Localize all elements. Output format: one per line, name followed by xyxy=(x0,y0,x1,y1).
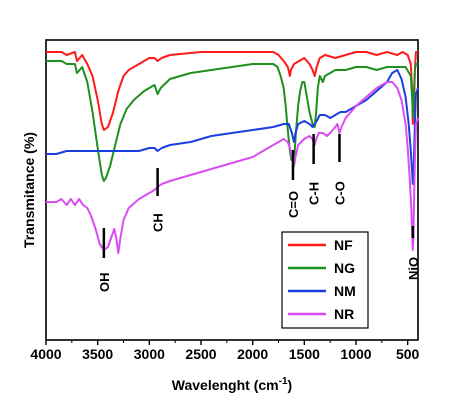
plot-frame xyxy=(45,39,419,341)
x-tick-label-4000: 4000 xyxy=(30,346,61,362)
x-tick-label-2500: 2500 xyxy=(185,346,216,362)
series-line-nm xyxy=(46,69,419,185)
x-tick-label-1500: 1500 xyxy=(289,346,320,362)
annotation-label-co: C=O xyxy=(286,191,301,218)
legend-label-ng: NG xyxy=(334,260,355,276)
y-axis-label: Transmitance (%) xyxy=(21,132,37,248)
legend-label-nf: NF xyxy=(334,237,353,253)
x-axis: 4000 3500 3000 2500 2000 1500 1000 500 xyxy=(30,340,420,362)
series-line-nr xyxy=(46,81,419,254)
annotation-label-ch: C-H xyxy=(307,182,322,205)
x-tick-label-2000: 2000 xyxy=(237,346,268,362)
annotation-label-nio: NiO xyxy=(406,257,421,280)
x-axis-label-close: ) xyxy=(288,377,293,393)
x-tick-label-500: 500 xyxy=(396,346,420,362)
annotation-layer: OH CH C=O C-H C-O NiO xyxy=(97,134,421,292)
x-axis-label-sup: -1 xyxy=(279,376,288,387)
x-tick-label-3000: 3000 xyxy=(134,346,165,362)
legend: NF NG NM NR xyxy=(281,231,369,329)
x-axis-label-text: Wavelenght (cm xyxy=(172,377,279,393)
legend-label-nr: NR xyxy=(334,306,354,322)
annotation-label-oh: OH xyxy=(97,273,112,293)
x-axis-label: Wavelenght (cm-1) xyxy=(172,376,292,393)
x-tick-label-1000: 1000 xyxy=(340,346,371,362)
annotation-label-co: C-O xyxy=(332,181,347,205)
series-line-ng xyxy=(46,60,418,182)
x-tick-label-3500: 3500 xyxy=(82,346,113,362)
legend-label-nm: NM xyxy=(334,283,356,299)
series-line-nf xyxy=(46,51,418,131)
legend-box xyxy=(281,231,369,329)
series-layer xyxy=(46,51,419,254)
annotation-label-ch: CH xyxy=(151,213,166,232)
